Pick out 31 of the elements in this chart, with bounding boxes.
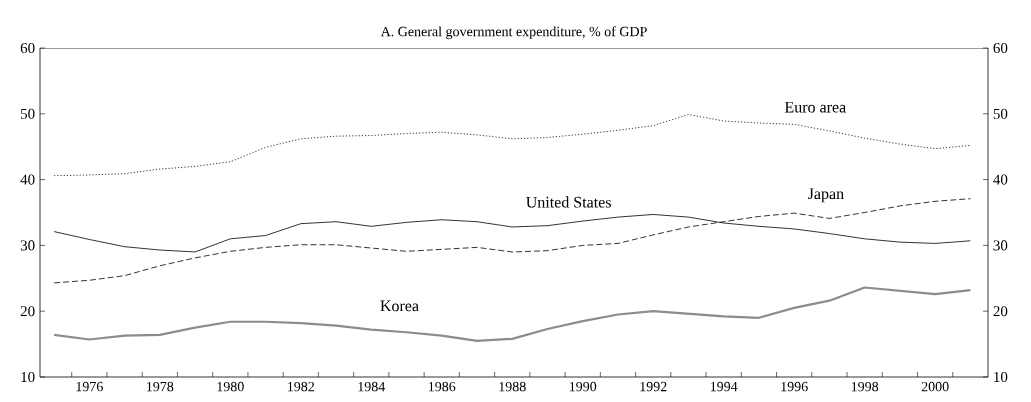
line-series (53, 114, 971, 177)
y-tick-label: 60 (20, 42, 35, 54)
y2-tick-label: 10 (994, 371, 1008, 383)
x-tick-label: 1988 (499, 381, 526, 392)
chart-title: A. General government expenditure, % of GDP (380, 26, 647, 40)
x-tick-label: 1976 (76, 381, 103, 392)
series-label: Japan (808, 188, 844, 203)
y-tick-label: 40 (20, 174, 35, 185)
x-tick-label: 1996 (781, 381, 808, 392)
series-label: Korea (380, 300, 419, 312)
x-tick-label: 1986 (428, 381, 456, 392)
x-tick-label: 1994 (710, 381, 738, 392)
y2-tick-label: 60 (993, 42, 1008, 54)
series-label: Euro area (784, 101, 846, 113)
y2-tick-label: 20 (993, 306, 1008, 317)
x-tick-label: 1980 (217, 381, 244, 392)
y2-tick-label: 50 (993, 108, 1008, 119)
series-label: United States (526, 196, 611, 208)
y2-tick-label: 40 (993, 174, 1008, 185)
x-tick-label: 1990 (569, 381, 597, 392)
x-tick-label: 1992 (640, 381, 667, 392)
y-tick-label: 50 (21, 108, 35, 119)
x-tick-label: 1978 (147, 381, 174, 392)
y-tick-label: 20 (20, 306, 35, 317)
x-tick-label: 2000 (921, 381, 949, 392)
x-tick-label: 1998 (851, 381, 879, 392)
y-tick-label: 30 (20, 240, 35, 251)
y2-tick-label: 30 (993, 240, 1008, 251)
x-tick-label: 1984 (358, 381, 386, 392)
y-tick-label: 10 (21, 371, 35, 383)
x-tick-label: 1982 (288, 381, 315, 392)
